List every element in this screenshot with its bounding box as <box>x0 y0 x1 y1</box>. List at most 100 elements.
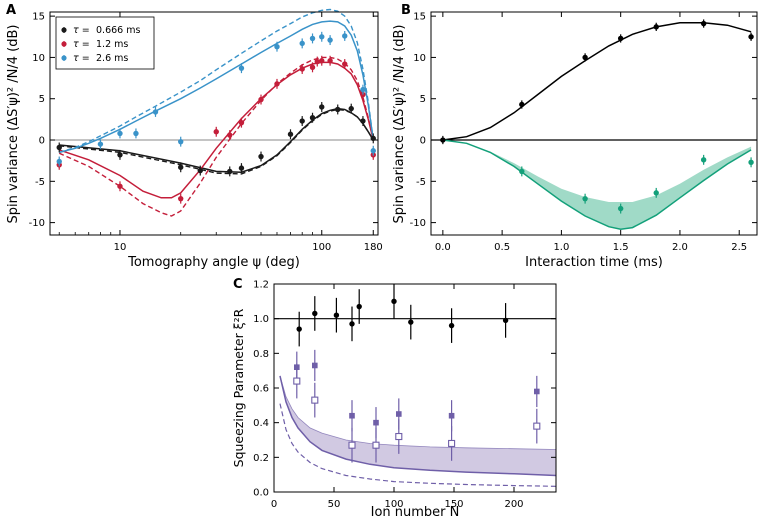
panel-b-point-squeezing <box>519 168 525 175</box>
panel-b: B 0.0 0.5 1.0 1.5 2.0 2.5 -10 -5 0 5 10 15 Interact… <box>392 3 758 270</box>
panel-b-ytick-label: 15 <box>413 12 426 23</box>
panel-b-ytick-label: 0 <box>420 136 426 147</box>
legend: τ = 0.666 ms τ = 1.2 ms τ = 2.6 ms <box>55 16 155 70</box>
panel-a-xtick-label: 100 <box>312 242 331 253</box>
panel-a-point-s3 <box>327 37 333 43</box>
panel-b-point-squeezing <box>748 159 754 166</box>
panel-a-point-s3 <box>370 148 376 154</box>
panel-c-point-black <box>448 322 455 329</box>
panel-b-xtick-label: 0.0 <box>435 242 451 253</box>
panel-c-point-black <box>502 317 509 324</box>
panel-a-point-s1 <box>348 105 354 112</box>
panel-a-point-s1 <box>370 135 376 142</box>
panel-a-point-s1 <box>309 115 316 121</box>
panel-c-point-filled-squares <box>373 419 379 426</box>
panel-c-ytick-label: 0.4 <box>253 418 269 429</box>
panel-b-point-squeezing <box>617 205 624 212</box>
panel-a-point-s2 <box>117 183 123 189</box>
panel-b-fit-squeezing <box>442 139 752 230</box>
panel-c-point-open-squares <box>533 422 541 430</box>
panel-b-squeezing-band <box>442 140 752 230</box>
legend-box <box>55 16 155 70</box>
panel-a-point-s1 <box>299 118 305 124</box>
panel-a-ytick-label: 15 <box>32 12 45 23</box>
panel-b-xtick-label: 0.5 <box>494 242 510 253</box>
panel-a-point-s3 <box>360 86 366 93</box>
panel-c-point-black <box>312 310 318 317</box>
panel-c-theory-dashed <box>279 403 557 487</box>
panel-a-ytick-label: 5 <box>39 94 45 105</box>
legend-tau-1: τ = <box>73 25 90 36</box>
panel-c-point-filled-squares <box>312 362 318 369</box>
panel-b-xlabel: Interaction time (ms) <box>525 255 663 270</box>
legend-entry-1: τ = 0.666 ms <box>61 25 140 36</box>
panel-a-point-s2 <box>314 58 320 65</box>
panel-b-ytick-label: 10 <box>413 53 426 64</box>
panel-b-fit-anti-squeezing <box>442 21 752 141</box>
panel-c-point-black <box>391 298 397 305</box>
panel-c-band <box>280 375 556 476</box>
panel-b-point-anti-squeezing <box>653 24 659 30</box>
panel-c-point-open-squares <box>448 439 456 448</box>
panel-c-ytick-label: 1.2 <box>253 280 269 291</box>
panel-b-ylabel: Spin variance (ΔS′ψ)² /N/4 (dB) <box>392 25 407 224</box>
panel-a-point-s2 <box>309 64 316 71</box>
panel-a-ylabel: Spin variance (ΔS′ψ)² /N/4 (dB) <box>6 25 21 224</box>
panel-a-fit-dashed-1 <box>59 108 374 175</box>
panel-a-point-s2 <box>238 119 245 126</box>
panel-b-frame <box>430 11 758 236</box>
panel-a-point-s2 <box>227 132 233 138</box>
panel-c-ytick-label: 1.0 <box>253 314 269 325</box>
panel-b-ytick-label: -5 <box>416 177 426 188</box>
panel-a-point-s1 <box>360 118 366 124</box>
panel-a-point-s1 <box>117 152 123 158</box>
panel-c-point-open-squares <box>293 377 301 385</box>
panel-c-point-open-squares <box>372 441 380 449</box>
panel-c-point-black <box>349 321 355 327</box>
panel-c-point-open-squares <box>395 432 403 441</box>
panel-b-point-anti-squeezing <box>582 54 588 61</box>
panel-c-xtick-label: 150 <box>444 499 463 510</box>
panel-a-point-s1 <box>197 167 203 174</box>
panel-c-point-black <box>333 312 340 318</box>
legend-label-1: 0.666 ms <box>96 25 140 36</box>
legend-tau-3: τ = <box>73 53 90 64</box>
panel-c-point-filled-squares <box>349 412 355 419</box>
panel-c-ytick-label: 0.6 <box>253 384 269 395</box>
panel-c-theory-solid <box>279 375 557 477</box>
panel-b-xtick-label: 1.5 <box>613 242 629 253</box>
panel-c-ytick-label: 0.2 <box>253 453 269 464</box>
panel-a-point-s1 <box>319 104 325 110</box>
panel-a-point-s1 <box>335 106 341 113</box>
panel-c-point-filled-squares <box>448 412 455 419</box>
panel-a-point-s3 <box>238 65 245 71</box>
panel-c-point-filled-squares <box>396 411 402 417</box>
panel-c-ylabel: Squeezing Parameter ξ²R <box>231 308 246 467</box>
panel-a-point-s1 <box>178 164 184 170</box>
panel-a-point-s2 <box>213 129 219 135</box>
panel-a-xtick-label: 180 <box>364 242 383 253</box>
panel-a-point-s2 <box>274 81 280 87</box>
panel-a-point-s1 <box>227 168 233 175</box>
panel-c-point-open-squares <box>348 441 356 449</box>
panel-a-fit-dashed-2 <box>58 56 374 217</box>
panel-a-point-s2 <box>342 61 348 67</box>
legend-marker-2 <box>61 41 67 47</box>
panel-b-xtick-label: 1.0 <box>553 242 569 253</box>
panel-a-fit-solid-2 <box>58 61 375 199</box>
panel-c-point-open-squares <box>311 396 319 404</box>
panel-a-ytick-label: 0 <box>39 136 45 147</box>
legend-marker-1 <box>61 27 67 33</box>
panel-a-point-s3 <box>178 138 184 145</box>
panel-a-point-s1 <box>287 131 294 137</box>
panel-c-xtick-label: 100 <box>384 499 403 510</box>
panel-a-frame <box>49 11 379 236</box>
panel-a-point-s1 <box>56 144 62 151</box>
panel-a-xtick-label: 10 <box>114 242 127 253</box>
panel-b-point-anti-squeezing <box>748 34 754 40</box>
panel-a-point-s3 <box>299 40 305 47</box>
panel-c-frame <box>273 283 557 493</box>
panel-c-xtick-label: 50 <box>328 499 341 510</box>
panel-c-point-black <box>356 303 362 310</box>
